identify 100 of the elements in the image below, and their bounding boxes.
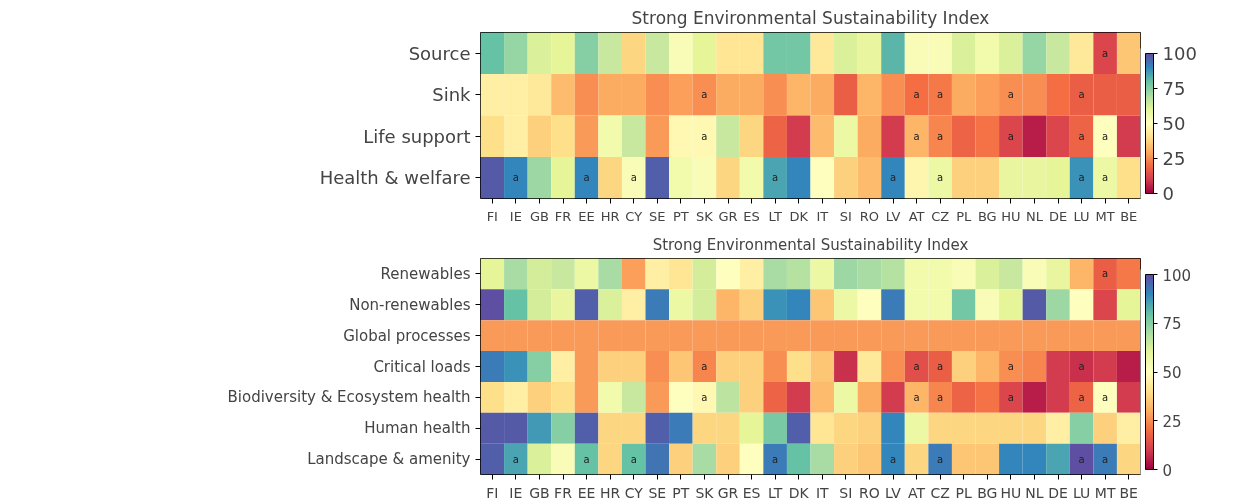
y-tick-label: Source	[408, 42, 471, 64]
x-tick-label: HU	[1001, 208, 1021, 224]
x-tick-label: ES	[742, 484, 761, 501]
y-tick-label: Global processes	[343, 326, 471, 345]
color-bar-label: 50	[1162, 113, 1186, 134]
chart-title: Strong Environmental Sustainability Index	[631, 7, 990, 28]
y-tick-label: Biodiversity & Ecosystem health	[227, 388, 471, 407]
x-tick-label: IT	[815, 484, 830, 501]
x-tick-label: SE	[648, 484, 667, 501]
x-tick-label: DK	[788, 484, 810, 501]
data-label: a	[1007, 89, 1014, 101]
data-label: a	[1007, 361, 1014, 372]
x-tick-label: BE	[1119, 484, 1138, 501]
x-tick-label: IE	[509, 208, 522, 224]
x-tick-label: LT	[767, 484, 783, 501]
y-tick-label: Landscape & amenity	[307, 450, 471, 469]
data-label: a	[701, 130, 708, 142]
x-tick-label: SK	[695, 484, 715, 501]
data-label: a	[1078, 361, 1085, 372]
x-tick-label: GB	[529, 208, 549, 224]
x-tick-label: DK	[789, 208, 809, 224]
x-tick-label: DE	[1048, 484, 1068, 501]
x-tick-label: FI	[486, 484, 499, 501]
x-tick-label: PL	[955, 484, 973, 501]
x-tick-label: IE	[509, 484, 523, 501]
color-bar-label: 0	[1162, 183, 1174, 204]
data-label: a	[772, 172, 779, 184]
x-tick-label: FI	[486, 208, 498, 224]
color-bar-label: 25	[1162, 412, 1182, 431]
x-tick-label: BE	[1120, 208, 1138, 224]
color-bar-label: 75	[1162, 315, 1182, 334]
x-tick-label: SE	[649, 208, 666, 224]
x-tick-label: LU	[1073, 208, 1090, 224]
data-label: a	[512, 453, 519, 465]
data-label: a	[1078, 89, 1085, 101]
color-bar-label: 0	[1162, 461, 1173, 480]
x-tick-label: BG	[977, 208, 997, 224]
x-tick-label: GR	[718, 208, 738, 224]
data-label: a	[1102, 172, 1109, 184]
x-tick-label: AT	[908, 484, 926, 501]
data-label: a	[630, 172, 637, 184]
data-label: a	[937, 391, 944, 403]
data-label: a	[913, 391, 920, 403]
x-tick-label: GR	[717, 484, 739, 501]
data-label: a	[1078, 172, 1085, 184]
x-tick-label: MT	[1095, 208, 1115, 224]
data-label: a	[937, 130, 944, 142]
data-label: a	[701, 391, 708, 403]
data-label: a	[1102, 391, 1109, 403]
color-bar-label: 25	[1162, 148, 1186, 169]
x-tick-label: FR	[554, 208, 572, 224]
data-label: a	[772, 453, 779, 465]
y-tick-label: Critical loads	[373, 357, 471, 376]
x-tick-label: FR	[554, 484, 573, 501]
data-label: a	[1078, 130, 1085, 142]
data-label: a	[913, 361, 920, 372]
x-tick-label: PL	[956, 208, 973, 224]
x-tick-label: AT	[908, 208, 925, 224]
x-tick-label: LV	[885, 208, 901, 224]
data-label: a	[1007, 130, 1014, 142]
x-tick-label: EE	[578, 208, 595, 224]
data-label: a	[1102, 453, 1109, 465]
x-tick-label: LT	[768, 208, 782, 224]
x-tick-label: NL	[1025, 484, 1044, 501]
x-tick-label: SI	[839, 484, 853, 501]
chart-title: Strong Environmental Sustainability Index	[652, 235, 969, 254]
x-tick-label: ES	[743, 208, 760, 224]
data-label: a	[913, 89, 920, 101]
x-tick-label: HU	[1000, 484, 1022, 501]
x-tick-label: EE	[577, 484, 596, 501]
data-label: a	[889, 453, 897, 465]
x-tick-label: CY	[624, 484, 644, 501]
data-label: a	[701, 89, 708, 101]
color-bar-label: 100	[1162, 43, 1197, 64]
color-bar-label: 75	[1162, 78, 1186, 99]
data-label: a	[512, 172, 519, 184]
x-tick-label: PT	[672, 208, 689, 224]
y-tick-label: Health & welfare	[319, 167, 471, 189]
x-tick-label: CZ	[930, 484, 950, 501]
x-tick-label: LV	[885, 484, 902, 501]
x-tick-label: NL	[1025, 208, 1044, 224]
y-tick-label: Life support	[363, 125, 471, 147]
x-tick-label: BG	[977, 484, 998, 501]
data-label: a	[583, 172, 590, 184]
x-tick-label: GB	[529, 484, 550, 501]
data-label: a	[630, 453, 637, 465]
data-label: a	[889, 172, 897, 184]
data-label: a	[1078, 391, 1085, 403]
x-tick-label: IT	[816, 208, 829, 224]
x-tick-label: SI	[839, 208, 852, 224]
x-tick-label: RO	[859, 484, 880, 501]
data-label: a	[583, 453, 590, 465]
data-label: a	[1007, 391, 1014, 403]
data-label: a	[701, 361, 708, 372]
x-tick-label: MT	[1094, 484, 1116, 501]
x-tick-label: DE	[1048, 208, 1068, 224]
y-tick-label: Sink	[432, 84, 472, 106]
y-tick-label: Human health	[364, 419, 471, 438]
data-label: a	[1102, 47, 1109, 59]
x-tick-label: RO	[859, 208, 880, 224]
